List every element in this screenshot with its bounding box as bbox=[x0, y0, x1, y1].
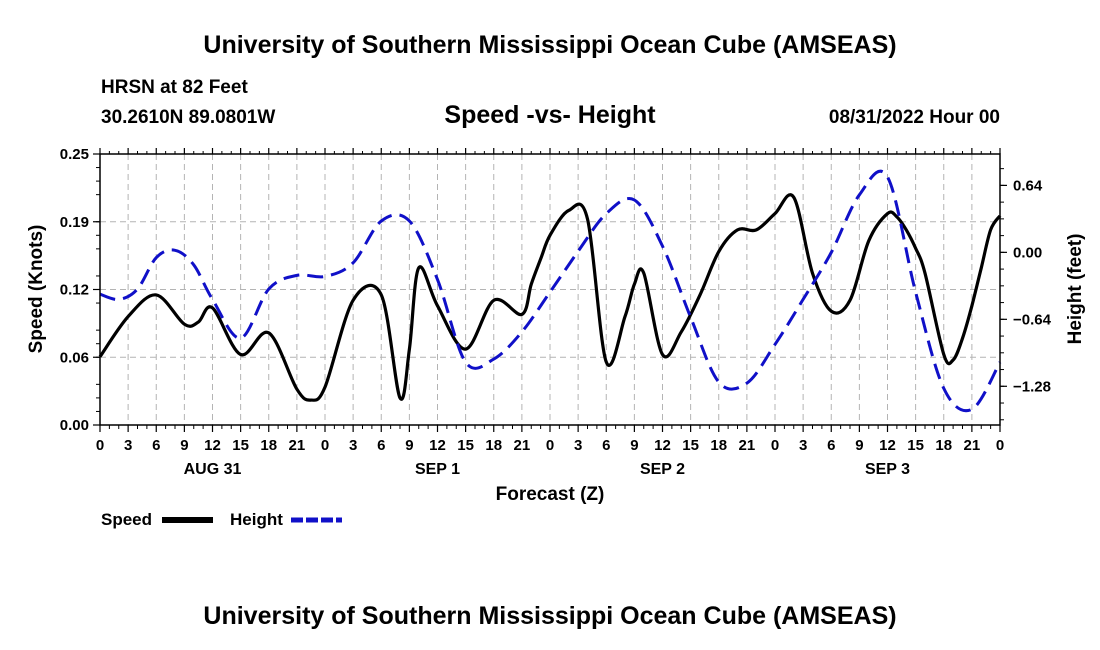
y-tick-label: 0.12 bbox=[60, 282, 89, 299]
x-axis-label: Forecast (Z) bbox=[496, 484, 605, 505]
x-tick-label: 3 bbox=[124, 437, 132, 454]
day-label: AUG 31 bbox=[184, 461, 242, 478]
x-tick-label: 18 bbox=[260, 437, 277, 454]
day-label: SEP 3 bbox=[865, 461, 910, 478]
ticks: 0 3 6 9 12 15 18 21 0 3 6 9 12 15 18 21 0 3 6 9 12 15 18 21 0 3 6 9… bbox=[60, 146, 1052, 478]
chart-title-bottom: University of Southern Mississippi Ocean… bbox=[203, 602, 897, 630]
y2-tick-label: −1.28 bbox=[1013, 378, 1051, 395]
x-tick-label: 12 bbox=[204, 437, 221, 454]
legend: Speed Height bbox=[101, 510, 342, 529]
y-tick-label: 0.19 bbox=[60, 214, 89, 231]
x-tick-label: 18 bbox=[935, 437, 952, 454]
series bbox=[98, 169, 1002, 413]
legend-label-speed: Speed bbox=[101, 510, 152, 529]
y2-tick-label: −0.64 bbox=[1013, 311, 1052, 328]
x-tick-label: 3 bbox=[574, 437, 582, 454]
y-tick-label: 0.06 bbox=[60, 349, 89, 366]
series-line-speed bbox=[98, 193, 1002, 402]
y2-tick-label: 0.64 bbox=[1013, 177, 1043, 194]
station-label: HRSN at 82 Feet bbox=[101, 77, 248, 98]
grid bbox=[100, 154, 1000, 425]
x-tick-label: 12 bbox=[429, 437, 446, 454]
day-label: SEP 2 bbox=[640, 461, 685, 478]
x-tick-label: 6 bbox=[827, 437, 835, 454]
y2-tick-label: 0.00 bbox=[1013, 244, 1042, 261]
x-tick-label: 15 bbox=[457, 437, 474, 454]
x-tick-label: 9 bbox=[180, 437, 188, 454]
x-tick-label: 15 bbox=[907, 437, 924, 454]
y-tick-label: 0.00 bbox=[60, 417, 89, 434]
x-tick-label: 0 bbox=[546, 437, 554, 454]
x-tick-label: 21 bbox=[739, 437, 756, 454]
x-tick-label: 9 bbox=[405, 437, 413, 454]
x-tick-label: 3 bbox=[349, 437, 357, 454]
chart-title-top: University of Southern Mississippi Ocean… bbox=[203, 31, 897, 59]
y2-axis-label: Height (feet) bbox=[1065, 234, 1086, 345]
x-tick-label: 15 bbox=[682, 437, 699, 454]
x-tick-label: 21 bbox=[514, 437, 531, 454]
y-tick-label: 0.25 bbox=[60, 146, 89, 163]
x-tick-label: 6 bbox=[152, 437, 160, 454]
x-tick-label: 0 bbox=[996, 437, 1004, 454]
day-label: SEP 1 bbox=[415, 461, 460, 478]
x-tick-label: 9 bbox=[630, 437, 638, 454]
x-tick-label: 15 bbox=[232, 437, 249, 454]
x-tick-label: 21 bbox=[289, 437, 306, 454]
x-tick-label: 3 bbox=[799, 437, 807, 454]
x-tick-label: 6 bbox=[377, 437, 385, 454]
forecast-datetime: 08/31/2022 Hour 00 bbox=[828, 107, 1000, 128]
chart-subtitle: Speed -vs- Height bbox=[444, 101, 656, 129]
x-tick-label: 0 bbox=[321, 437, 329, 454]
x-tick-label: 18 bbox=[485, 437, 502, 454]
x-tick-label: 9 bbox=[855, 437, 863, 454]
x-tick-label: 0 bbox=[771, 437, 779, 454]
coordinates-label: 30.2610N 89.0801W bbox=[101, 107, 276, 128]
x-tick-label: 0 bbox=[96, 437, 104, 454]
legend-label-height: Height bbox=[230, 510, 283, 529]
x-tick-label: 12 bbox=[654, 437, 671, 454]
x-tick-label: 21 bbox=[964, 437, 981, 454]
x-tick-label: 18 bbox=[710, 437, 727, 454]
series-line-height bbox=[99, 169, 1002, 413]
x-tick-label: 12 bbox=[879, 437, 896, 454]
y-axis-label: Speed (Knots) bbox=[26, 225, 47, 354]
x-tick-label: 6 bbox=[602, 437, 610, 454]
